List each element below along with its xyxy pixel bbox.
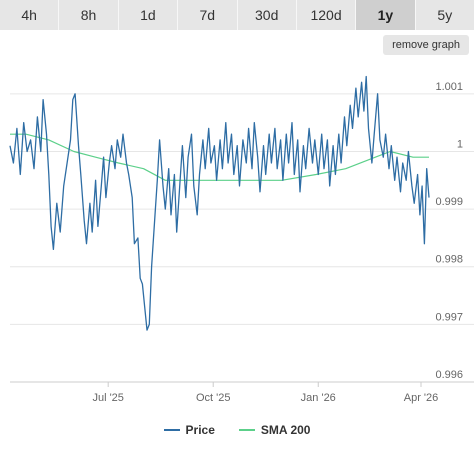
- y-tick-label: 1.001: [435, 81, 463, 93]
- x-tick-label: Jul '25: [92, 392, 123, 404]
- legend-item-sma[interactable]: SMA 200: [238, 423, 311, 437]
- price-series: [9, 75, 430, 331]
- remove-graph-button[interactable]: remove graph: [383, 35, 469, 55]
- y-axis-ticks: 0.996 0.997 0.998 0.999 1 1.001: [435, 81, 463, 381]
- tab-5y[interactable]: 5y: [415, 0, 474, 30]
- y-tick-label: 0.998: [435, 254, 463, 266]
- x-axis-ticks: Jul '25 Oct '25 Jan '26 Apr '26: [92, 382, 438, 404]
- chart-grid: [10, 93, 474, 383]
- legend-label-price: Price: [185, 423, 215, 437]
- legend-item-price[interactable]: Price: [163, 423, 215, 437]
- tab-120d[interactable]: 120d: [296, 0, 357, 30]
- x-tick-label: Jan '26: [301, 392, 336, 404]
- sma-swatch-icon: [238, 429, 255, 431]
- y-tick-label: 0.996: [435, 369, 463, 381]
- price-line: [9, 75, 430, 331]
- y-tick-label: 1: [457, 138, 463, 150]
- x-tick-label: Apr '26: [404, 392, 439, 404]
- tab-4h[interactable]: 4h: [0, 0, 60, 30]
- price-swatch-icon: [163, 429, 180, 431]
- y-tick-label: 0.999: [435, 196, 463, 208]
- tab-8h[interactable]: 8h: [59, 0, 119, 30]
- x-tick-label: Oct '25: [196, 392, 231, 404]
- tab-1y[interactable]: 1y: [356, 0, 416, 30]
- tab-30d[interactable]: 30d: [237, 0, 297, 30]
- timeframe-tabs: 4h 8h 1d 7d 30d 120d 1y 5y: [0, 0, 474, 30]
- tab-1d[interactable]: 1d: [118, 0, 179, 30]
- tab-7d[interactable]: 7d: [178, 0, 238, 30]
- legend-label-sma: SMA 200: [260, 423, 311, 437]
- y-tick-label: 0.997: [435, 311, 463, 323]
- chart-legend: Price SMA 200: [0, 418, 474, 442]
